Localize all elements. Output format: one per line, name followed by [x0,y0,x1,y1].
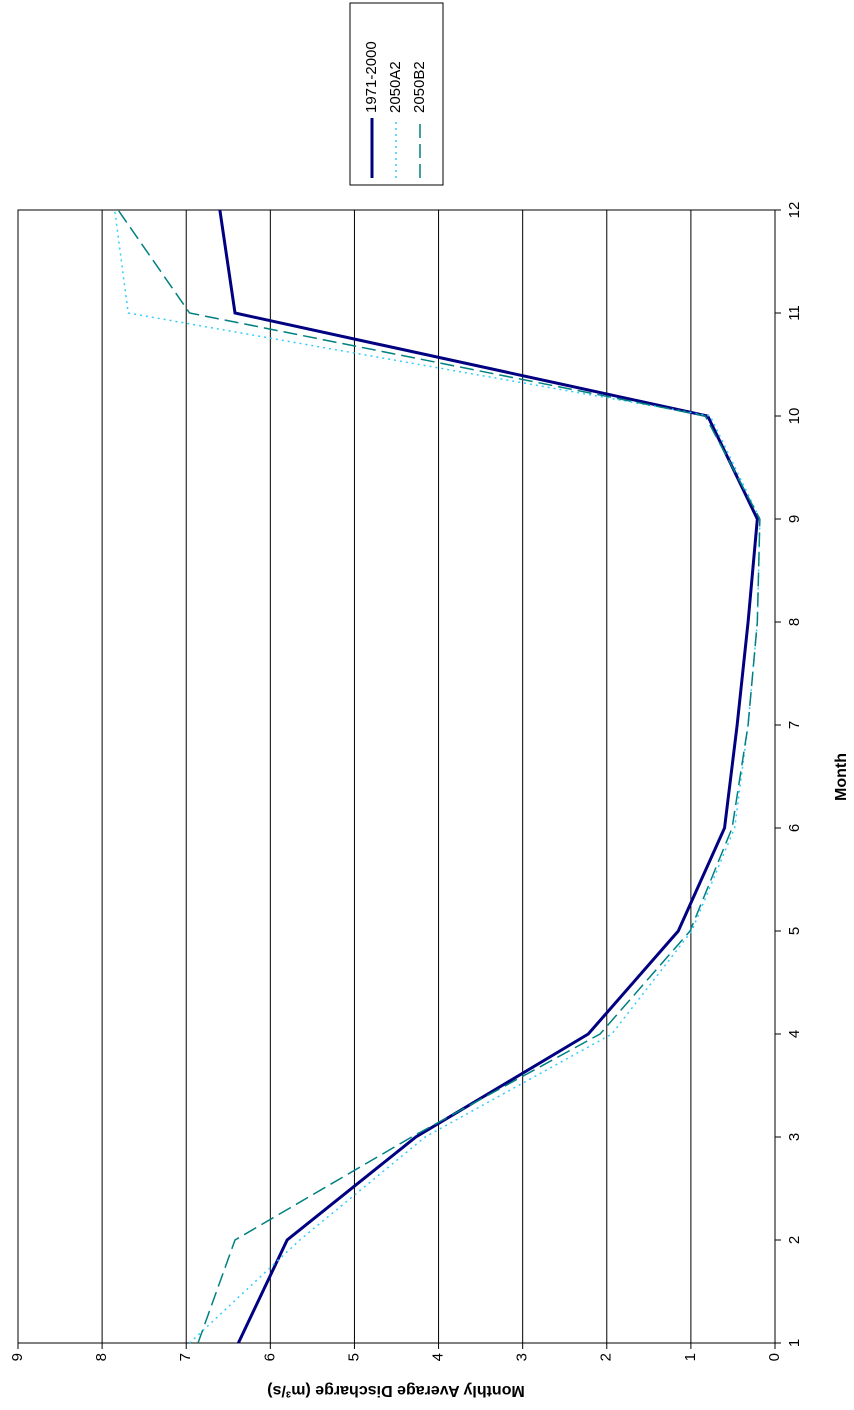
x-tick-label: 9 [786,515,803,523]
y-tick-label: 0 [766,1353,783,1361]
y-tick-label: 3 [514,1353,531,1361]
x-axis-title: Month [833,753,850,801]
x-tick-label: 6 [786,824,803,832]
x-tick-label: 5 [786,927,803,935]
x-tick-label: 1 [786,1339,803,1347]
y-tick-label: 5 [345,1353,362,1361]
y-axis-title: Monthly Average Discharge (m³/s) [267,1382,525,1399]
x-tick-label: 3 [786,1133,803,1141]
series-line [113,209,761,1344]
x-tick-label: 12 [786,202,803,219]
y-tick-label: 8 [93,1353,110,1361]
x-tick-label: 8 [786,618,803,626]
x-tick-label: 7 [786,721,803,729]
y-tick-label: 4 [430,1353,447,1361]
x-tick-label: 2 [786,1236,803,1244]
legend-label: 2050B2 [411,61,428,113]
x-tick-label: 10 [786,408,803,425]
y-tick-label: 7 [177,1353,194,1361]
x-tick-label: 4 [786,1030,803,1038]
y-tick-label: 9 [9,1353,26,1361]
plot-frame [17,209,776,1344]
legend-label: 2050A2 [387,61,404,113]
y-tick-label: 2 [598,1353,615,1361]
series-line [218,209,759,1344]
chart-body: Month Monthly Average Discharge (m³/s) 0… [9,2,850,1399]
y-tick-label: 1 [682,1353,699,1361]
y-tick-label: 6 [261,1353,278,1361]
series-line [117,209,761,1344]
x-tick-label: 11 [786,305,803,321]
legend-label: 1971-2000 [363,41,380,113]
